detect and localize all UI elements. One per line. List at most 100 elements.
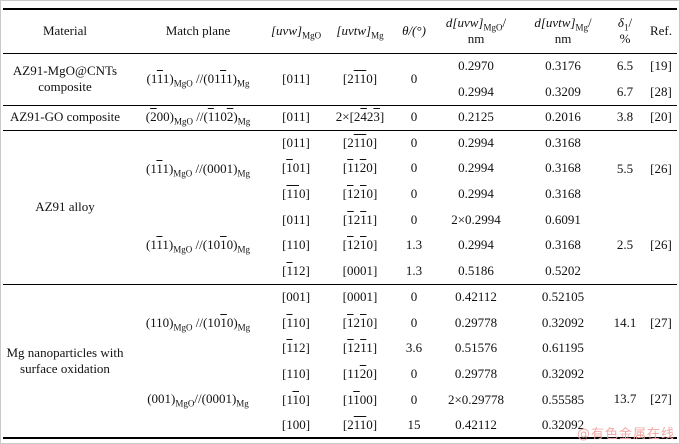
header-d-mgo: d[uvw]MgO/ nm — [431, 9, 521, 53]
delta-unit: % — [619, 31, 631, 47]
cell-uvw: [011] — [282, 211, 310, 227]
cell-uvtw: [1100] — [342, 391, 378, 407]
header-match-plane: Match plane — [165, 23, 231, 39]
table-row: [100] [2110] 15 0.42112 0.32092 — [3, 413, 677, 439]
cell-d-mg: 0.6091 — [545, 211, 581, 227]
table-row: [112] [0001] 1.3 0.5186 0.5202 — [3, 258, 677, 284]
cell-ref: [26] — [650, 160, 672, 176]
uvw-symbol: [uvw] — [271, 23, 303, 39]
cell-theta: 0 — [410, 314, 418, 330]
header-theta: θ/(°) — [397, 9, 431, 53]
cell-uvtw: [1120] — [342, 365, 378, 381]
cell-delta: 6.7 — [616, 83, 634, 99]
cell-d-mgo: 0.2970 — [458, 58, 494, 74]
header-ref: Ref. — [649, 23, 673, 39]
table-row: [112] [1211] 3.6 0.51576 0.61195 — [3, 336, 677, 362]
cell-delta: 14.1 — [613, 314, 637, 330]
cell-d-mg: 0.61195 — [542, 340, 584, 356]
cell-theta: 0 — [410, 186, 418, 202]
cell-match-plane: (111)MgO //(0111)Mg — [146, 70, 250, 89]
table-row: [110] [1210] 1.3 0.2994 0.3168 — [3, 233, 677, 259]
cell-uvtw: [2110] — [342, 134, 378, 150]
cell-theta: 0 — [410, 211, 418, 227]
cell-uvw: [011] — [282, 109, 310, 125]
header-uvtw-mg: [uvtw]Mg — [323, 9, 397, 53]
header-d-mg: d[uvtw]Mg/ nm — [521, 9, 605, 53]
cell-uvtw: [2110] — [342, 416, 378, 432]
section-mg-nanoparticles: Mg nanoparticles with surface oxidation (… — [3, 284, 677, 438]
cell-ref: [27] — [650, 314, 672, 330]
cell-theta: 0 — [410, 391, 418, 407]
cell-theta: 0 — [410, 160, 418, 176]
header-row: Material Match plane [uvw]MgO [uvtw]Mg θ… — [3, 9, 677, 53]
uvtw-symbol: [uvtw] — [336, 23, 372, 39]
cell-uvtw: [1211] — [342, 211, 378, 227]
table-row: [110] [1100] 0 2×0.29778 0.55585 — [3, 387, 677, 413]
cell-d-mgo: 0.2125 — [458, 109, 494, 125]
delta-symbol: δ — [617, 15, 624, 30]
cell-d-mgo: 0.42112 — [455, 289, 497, 305]
section-az91-alloy: AZ91 alloy (111)MgO //(0001)Mg [011] [2110]… — [3, 130, 677, 285]
cell-d-mg: 0.32092 — [541, 365, 585, 381]
table-row: (001)MgO//(0001)Mg [110] [1120] 0 0.29778 0.3… — [3, 361, 677, 408]
section-az91-mgo-cnts-composite: AZ91-MgO@CNTs composite (111)MgO //(0111)… — [3, 53, 677, 105]
table-row: [101] [1120] 0 0.2994 0.3168 — [3, 156, 677, 182]
cell-d-mgo: 0.42112 — [455, 416, 497, 432]
delta-slash: / — [628, 15, 633, 30]
delta-subscript: 1 — [623, 22, 629, 33]
cell-material: Mg nanoparticles with surface oxidation — [6, 344, 124, 376]
cell-uvtw: [0001] — [342, 262, 378, 278]
cell-match-plane: (111)MgO //(1010)Mg — [146, 237, 250, 255]
cell-d-mgo: 0.2994 — [458, 83, 494, 99]
cell-d-mgo: 0.2994 — [458, 186, 494, 202]
cell-match-plane: (001)MgO//(0001)Mg — [147, 391, 249, 409]
cell-delta: 6.5 — [616, 58, 634, 74]
table-header: Material Match plane [uvw]MgO [uvtw]Mg θ… — [3, 9, 677, 53]
cell-uvtw: 2×[2423] — [335, 109, 385, 125]
cell-theta: 0 — [410, 134, 418, 150]
table-row: [110] [1210] 0 0.29778 0.32092 — [3, 310, 677, 336]
cell-theta: 1.3 — [405, 237, 423, 253]
cell-d-mg: 0.3176 — [545, 58, 581, 74]
cell-d-mgo: 0.2994 — [458, 134, 494, 150]
cell-uvtw: [2110] — [342, 70, 378, 86]
table-row: AZ91-GO composite (200)MgO //(1102)Mg [011… — [3, 105, 677, 130]
cell-uvw: [011] — [282, 134, 310, 150]
cell-uvw: [001] — [281, 289, 311, 305]
table-row: (111)MgO //(1010)Mg [011] [1211] 0 2×0.2994 0… — [3, 207, 677, 255]
cell-d-mg: 0.2016 — [545, 109, 581, 125]
cell-uvw: [100] — [281, 416, 311, 432]
cell-ref: [28] — [650, 83, 672, 99]
header-uvw-mgo: [uvw]MgO — [269, 9, 323, 53]
cell-theta: 3.6 — [405, 340, 423, 356]
cell-uvw: [110] — [282, 186, 310, 202]
d-uvtw-unit: nm — [554, 31, 572, 47]
d-uvw-subscript: MgO — [483, 22, 503, 33]
cell-d-mg: 0.3168 — [545, 237, 581, 253]
cell-match-plane: (200)MgO //(1102)Mg — [145, 109, 251, 127]
cell-d-mgo: 0.51576 — [454, 340, 498, 356]
cell-material: AZ91-GO composite — [9, 109, 121, 125]
uvtw-subscript: Mg — [371, 30, 384, 41]
d-uvw-slash: / — [502, 15, 507, 30]
cell-theta: 0 — [410, 70, 418, 86]
cell-d-mg: 0.55585 — [541, 391, 585, 407]
table-row: [110] [1210] 0 0.2994 0.3168 — [3, 181, 677, 207]
cell-uvtw: [0001] — [342, 289, 378, 305]
cell-uvw: [112] — [282, 340, 310, 356]
cell-uvtw: [1210] — [342, 314, 378, 330]
cell-delta: 5.5 — [616, 160, 634, 176]
uvw-subscript: MgO — [302, 30, 322, 41]
cell-d-mg: 0.3168 — [545, 134, 581, 150]
cell-uvtw: [1120] — [342, 160, 378, 176]
cell-uvw: [110] — [282, 237, 310, 253]
table-row: 0.2994 0.3209 6.7 [28] — [3, 79, 677, 105]
cell-d-mg: 0.32092 — [541, 314, 585, 330]
cell-d-mgo: 0.2994 — [458, 237, 494, 253]
cell-ref: [19] — [650, 58, 672, 74]
cell-uvw: [110] — [282, 314, 310, 330]
table-row: AZ91-MgO@CNTs composite (111)MgO //(0111)… — [3, 53, 677, 94]
orientation-relationship-table: Material Match plane [uvw]MgO [uvtw]Mg θ… — [3, 8, 677, 440]
table-row: AZ91 alloy (111)MgO //(0001)Mg [011] [2110]… — [3, 130, 677, 214]
